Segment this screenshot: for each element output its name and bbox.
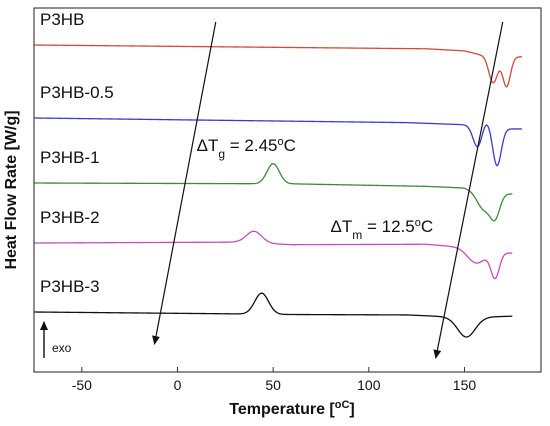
lines-layer bbox=[33, 44, 522, 338]
y-axis-title: Heat Flow Rate [W/g] bbox=[3, 110, 20, 269]
x-tick-label: 100 bbox=[357, 377, 381, 393]
series-line-p3hb-0.5 bbox=[33, 117, 522, 167]
annotation-delta-tm: ΔTm = 12.5oC bbox=[331, 217, 434, 242]
series-label-p3hb-3: P3HB-3 bbox=[40, 277, 100, 296]
series-label-p3hb: P3HB bbox=[40, 10, 84, 29]
exo-label: exo bbox=[52, 341, 72, 355]
series-label-p3hb-1: P3HB-1 bbox=[40, 148, 100, 167]
annotation-arrow bbox=[433, 21, 504, 359]
annotation-layer: ΔTg = 2.45oC ΔTm = 12.5oC exo bbox=[40, 21, 504, 359]
series-line-p3hb-1 bbox=[34, 162, 513, 222]
x-tick-label: -50 bbox=[72, 377, 92, 393]
series-line-p3hb bbox=[33, 44, 522, 88]
x-axis-title: Temperature [oC] bbox=[229, 399, 355, 418]
series-label-p3hb-2: P3HB-2 bbox=[40, 208, 100, 227]
plot-frame bbox=[33, 7, 542, 373]
x-tick-label: 150 bbox=[453, 377, 477, 393]
series-label-p3hb-0.5: P3HB-0.5 bbox=[40, 83, 114, 102]
x-tick-label: 50 bbox=[265, 377, 281, 393]
series-line-p3hb-3 bbox=[33, 292, 513, 338]
labels-layer: P3HB P3HB-0.5 P3HB-1 P3HB-2 P3HB-3 bbox=[40, 10, 114, 296]
annotation-delta-tg: ΔTg = 2.45oC bbox=[197, 136, 296, 161]
ticks-layer: -50 0 50 100 150 bbox=[72, 367, 477, 393]
annotation-arrow bbox=[152, 21, 217, 345]
x-tick-label: 0 bbox=[174, 377, 182, 393]
series-line-p3hb-2 bbox=[34, 230, 513, 280]
